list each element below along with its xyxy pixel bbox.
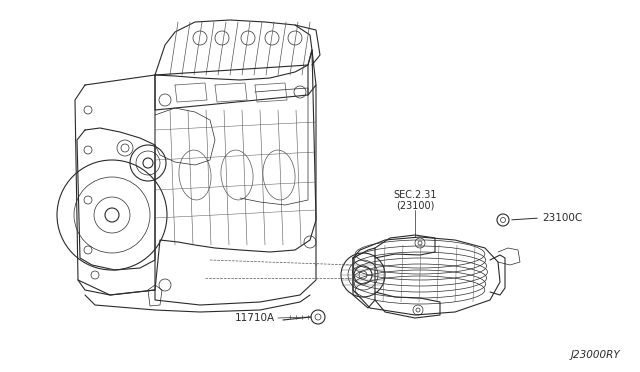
Text: 11710A: 11710A [235,313,275,323]
Text: 23100C: 23100C [542,213,582,223]
Text: J23000RY: J23000RY [570,350,620,360]
Text: SEC.2.31: SEC.2.31 [393,190,436,200]
Text: (23100): (23100) [396,200,434,210]
